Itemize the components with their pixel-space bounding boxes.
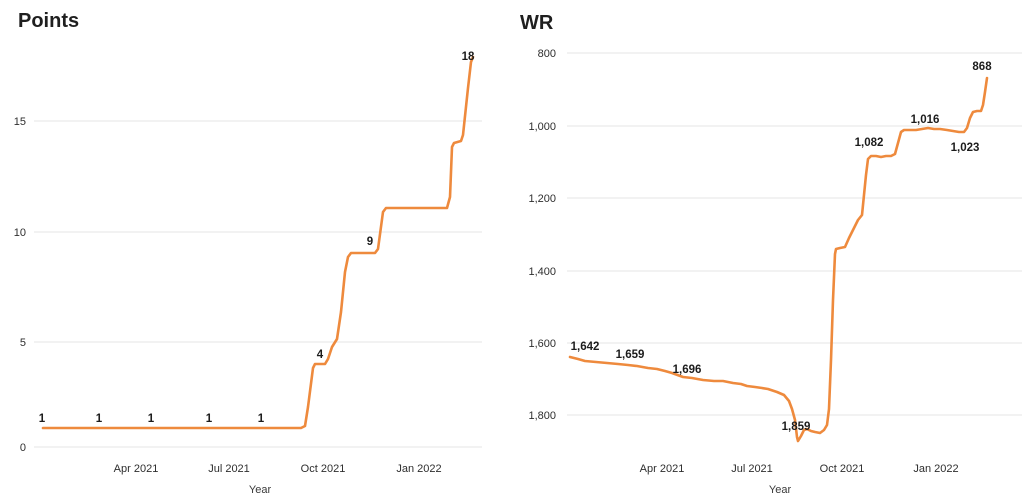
wr-series-line[interactable] (568, 76, 989, 443)
data-label: 1,016 (911, 114, 940, 126)
x-tick-label: Oct 2021 (820, 463, 865, 475)
data-label: 9 (367, 236, 373, 248)
wr-chart[interactable]: 800 1,000 1,200 1,400 1,600 1,800 Apr 2021 Jul … (528, 48, 1022, 496)
x-tick-label: Jan 2022 (913, 463, 958, 475)
y-tick-label: 1,200 (528, 193, 556, 205)
x-tick-label: Oct 2021 (301, 463, 346, 475)
x-tick-label: Apr 2021 (640, 463, 685, 475)
x-tick-label: Jul 2021 (208, 463, 250, 475)
data-label: 1 (96, 413, 103, 425)
points-series-line[interactable] (41, 55, 475, 430)
x-tick-label: Apr 2021 (114, 463, 159, 475)
x-axis-title: Year (249, 484, 272, 496)
points-chart-title: Points (18, 10, 80, 32)
y-tick-label: 1,600 (528, 338, 556, 350)
data-label: 1,023 (951, 142, 980, 154)
y-tick-label: 0 (20, 442, 26, 454)
y-tick-label: 15 (14, 116, 26, 128)
y-tick-label: 1,000 (528, 121, 556, 133)
x-tick-label: Jan 2022 (396, 463, 441, 475)
data-label: 1 (39, 413, 46, 425)
data-label: 1,642 (571, 341, 600, 353)
data-label: 1,696 (673, 364, 702, 376)
data-label: 4 (317, 349, 324, 361)
points-chart[interactable]: 0 5 10 15 Apr 2021 Jul 2021 Oct 2021 Jan 2022 Ye… (14, 51, 482, 496)
y-tick-label: 10 (14, 227, 26, 239)
data-label: 18 (462, 51, 475, 63)
y-tick-label: 1,400 (528, 266, 556, 278)
data-label: 1,082 (855, 137, 884, 149)
data-label: 1 (258, 413, 265, 425)
data-label: 1 (206, 413, 213, 425)
data-label: 1 (148, 413, 155, 425)
data-label: 1,659 (616, 349, 645, 361)
wr-chart-title: WR (520, 12, 554, 34)
data-label: 1,859 (782, 421, 811, 433)
x-tick-label: Jul 2021 (731, 463, 773, 475)
y-tick-label: 1,800 (528, 410, 556, 422)
data-label: 868 (972, 61, 992, 73)
y-tick-label: 5 (20, 337, 26, 349)
y-tick-label: 800 (538, 48, 556, 60)
x-axis-title: Year (769, 484, 792, 496)
